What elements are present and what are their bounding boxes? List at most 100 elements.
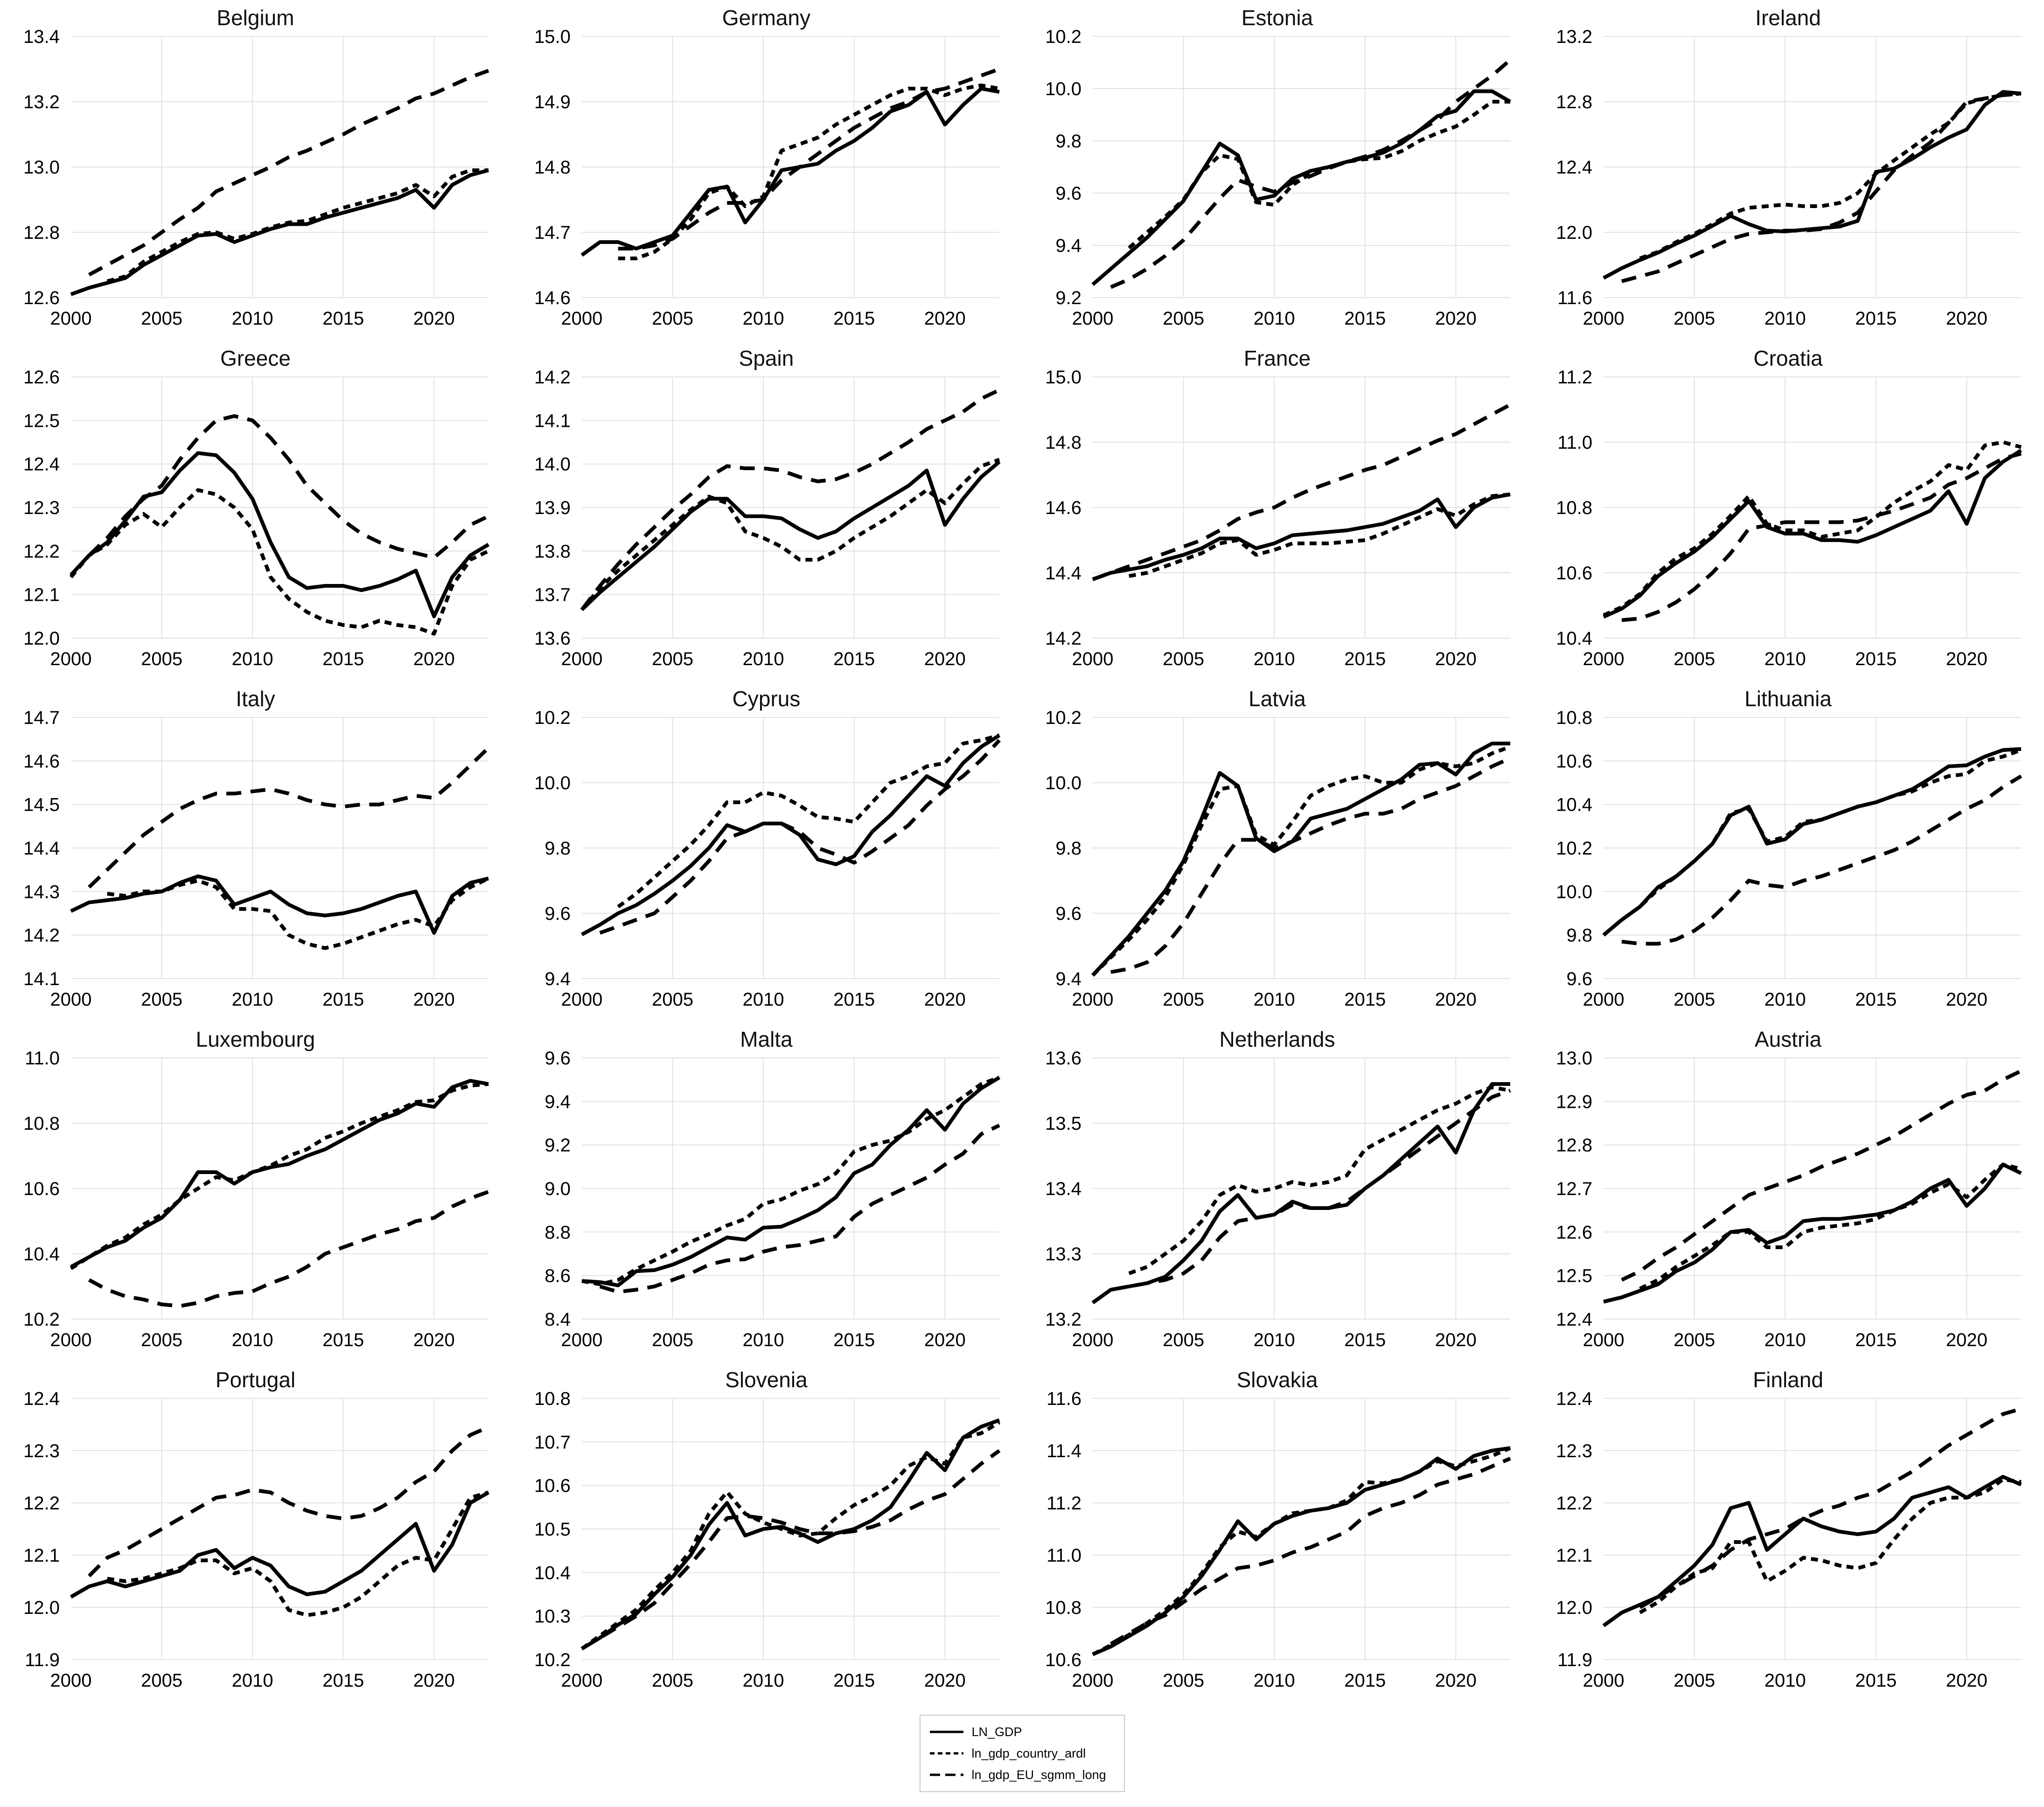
series-ln_gdp_EU_sgmm_long: [1109, 1457, 1511, 1646]
chart-slovakia: Slovakia 10.6 10.8 11.0 11.2 11.4 11.6 2000 2005…: [1022, 1362, 1533, 1703]
x-tick-label: 2020: [1946, 649, 1988, 669]
y-tick-label: 12.3: [23, 1441, 60, 1461]
chart-plot-greece: 12.0 12.1 12.2 12.3 12.4 12.5 12.6 2000 2005 2010…: [23, 367, 490, 669]
x-tick-label: 2020: [413, 308, 455, 329]
y-tick-label: 12.7: [1556, 1179, 1592, 1199]
y-tick-label: 9.8: [1566, 925, 1592, 946]
x-tick-label: 2000: [1072, 649, 1114, 669]
y-tick-label: 14.7: [534, 222, 571, 243]
chart-plot-luxembourg: 10.2 10.4 10.6 10.8 11.0 2000 2005 2010 2015 2020: [23, 1048, 489, 1350]
y-tick-label: 13.8: [534, 541, 571, 562]
x-tick-label: 2005: [652, 308, 693, 329]
x-tick-label: 2005: [141, 649, 182, 669]
y-tick-label: 12.8: [1556, 1135, 1592, 1156]
x-tick-label: 2015: [1855, 308, 1897, 329]
chart-plot-slovakia: 10.6 10.8 11.0 11.2 11.4 11.6 2000 2005 2010 2015…: [1045, 1389, 1511, 1691]
chart-france: France 14.2 14.4 14.6 14.8 15.0 2000 2005 2010 20…: [1022, 341, 1533, 681]
y-tick-label: 11.6: [1557, 288, 1592, 308]
series-ln_gdp_country_ardl: [1092, 1446, 1511, 1656]
y-tick-label: 12.6: [23, 369, 60, 388]
y-tick-label: 14.1: [23, 969, 60, 989]
y-tick-label: 12.4: [1556, 157, 1592, 178]
x-tick-label: 2020: [924, 308, 966, 329]
x-tick-label: 2010: [232, 989, 273, 1010]
y-tick-label: 11.9: [1557, 1650, 1592, 1670]
chart-title: Austria: [1754, 1027, 1822, 1051]
chart-title: Croatia: [1753, 346, 1823, 370]
legend-item-country-ardl: ln_gdp_country_ardl: [929, 1743, 1116, 1764]
x-tick-label: 2020: [1946, 308, 1988, 329]
x-tick-label: 2005: [652, 1670, 693, 1691]
x-tick-label: 2000: [561, 1670, 603, 1691]
series-LN_GDP: [581, 1076, 1001, 1287]
series-LN_GDP: [580, 1418, 1000, 1651]
x-tick-label: 2015: [322, 649, 364, 669]
series-ln_gdp_country_ardl: [70, 1082, 489, 1270]
y-tick-label: 13.7: [534, 585, 571, 605]
y-tick-label: 10.4: [534, 1563, 571, 1583]
y-tick-label: 8.6: [544, 1266, 571, 1286]
x-tick-label: 2015: [833, 1330, 875, 1350]
series-ln_gdp_EU_sgmm_long: [1621, 774, 2023, 946]
series-ln_gdp_EU_sgmm_long: [580, 388, 1000, 611]
x-tick-label: 2010: [743, 989, 784, 1010]
chart-austria: Austria 12.4 12.5 12.6 12.7 12.8 12.9 13.0 2000 2…: [1533, 1022, 2044, 1362]
x-tick-label: 2020: [413, 649, 455, 669]
y-tick-label: 14.7: [23, 710, 60, 728]
y-tick-label: 9.4: [1055, 969, 1081, 989]
series-ln_gdp_EU_sgmm_long: [88, 1190, 489, 1308]
x-tick-label: 2020: [1946, 1670, 1988, 1691]
x-tick-label: 2010: [1765, 989, 1806, 1010]
y-tick-label: 10.4: [1556, 628, 1592, 649]
y-tick-label: 12.1: [23, 585, 60, 605]
chart-portugal: Portugal 11.9 12.0 12.1 12.2 12.3 12.4 2000 2005…: [0, 1362, 511, 1703]
chart-title: Italy: [236, 687, 275, 711]
y-tick-label: 10.6: [1045, 1650, 1081, 1670]
y-tick-label: 9.8: [1055, 131, 1081, 152]
x-tick-label: 2005: [1163, 1330, 1204, 1350]
y-tick-label: 11.0: [1557, 432, 1592, 453]
x-tick-label: 2000: [561, 1330, 603, 1350]
y-tick-label: 13.2: [1556, 29, 1592, 47]
y-tick-label: 13.2: [1045, 1309, 1081, 1330]
solid-line-icon: [929, 1731, 963, 1733]
y-tick-label: 8.4: [544, 1309, 571, 1330]
chart-finland: Finland 11.9 12.0 12.1 12.2 12.3 12.4 2000 2005 2…: [1533, 1362, 2044, 1703]
x-tick-label: 2010: [743, 649, 784, 669]
y-tick-label: 13.0: [1556, 1050, 1592, 1069]
series-LN_GDP: [1091, 89, 1511, 286]
y-tick-label: 9.4: [544, 969, 571, 989]
y-tick-label: 14.1: [534, 410, 571, 431]
y-tick-label: 10.8: [1556, 498, 1592, 518]
chart-plot-germany: 14.6 14.7 14.8 14.9 15.0 2000 2005 2010 2015 2020: [534, 27, 1000, 329]
x-tick-label: 2005: [141, 308, 182, 329]
y-tick-label: 10.6: [1556, 751, 1592, 771]
chart-lithuania: Lithuania 9.6 9.8 10.0 10.2 10.4 10.6 10.8 2000 2…: [1533, 681, 2044, 1022]
series-ln_gdp_EU_sgmm_long: [88, 1425, 489, 1578]
x-tick-label: 2010: [1765, 308, 1806, 329]
y-tick-label: 12.0: [1556, 222, 1592, 243]
series-ln_gdp_country_ardl: [107, 1490, 489, 1617]
series-ln_gdp_EU_sgmm_long: [618, 67, 1000, 250]
y-tick-label: 14.2: [23, 925, 60, 946]
y-tick-label: 10.6: [23, 1179, 60, 1199]
series-ln_gdp_country_ardl: [1639, 1162, 2022, 1291]
y-tick-label: 12.9: [1556, 1091, 1592, 1112]
x-tick-label: 2020: [924, 1670, 966, 1691]
x-tick-label: 2015: [833, 1670, 875, 1691]
series-LN_GDP: [70, 168, 489, 296]
y-tick-label: 10.7: [534, 1432, 571, 1453]
series-ln_gdp_EU_sgmm_long: [599, 739, 1001, 935]
series-LN_GDP: [1602, 1475, 2022, 1627]
x-tick-label: 2020: [924, 989, 966, 1010]
y-tick-label: 10.8: [1045, 1598, 1081, 1618]
x-tick-label: 2000: [50, 308, 92, 329]
x-tick-label: 2005: [141, 1330, 182, 1350]
legend: LN_GDP ln_gdp_country_ardl ln_gdp_EU_sgm…: [919, 1715, 1125, 1792]
series-LN_GDP: [1091, 1082, 1510, 1305]
x-tick-label: 2015: [322, 989, 364, 1010]
chart-plot-italy: 14.1 14.2 14.3 14.4 14.5 14.6 14.7 2000 2005 2010…: [23, 708, 490, 1010]
y-tick-label: 12.3: [1556, 1441, 1592, 1461]
y-tick-label: 12.6: [1556, 1222, 1592, 1243]
series-ln_gdp_country_ardl: [1129, 493, 1511, 578]
